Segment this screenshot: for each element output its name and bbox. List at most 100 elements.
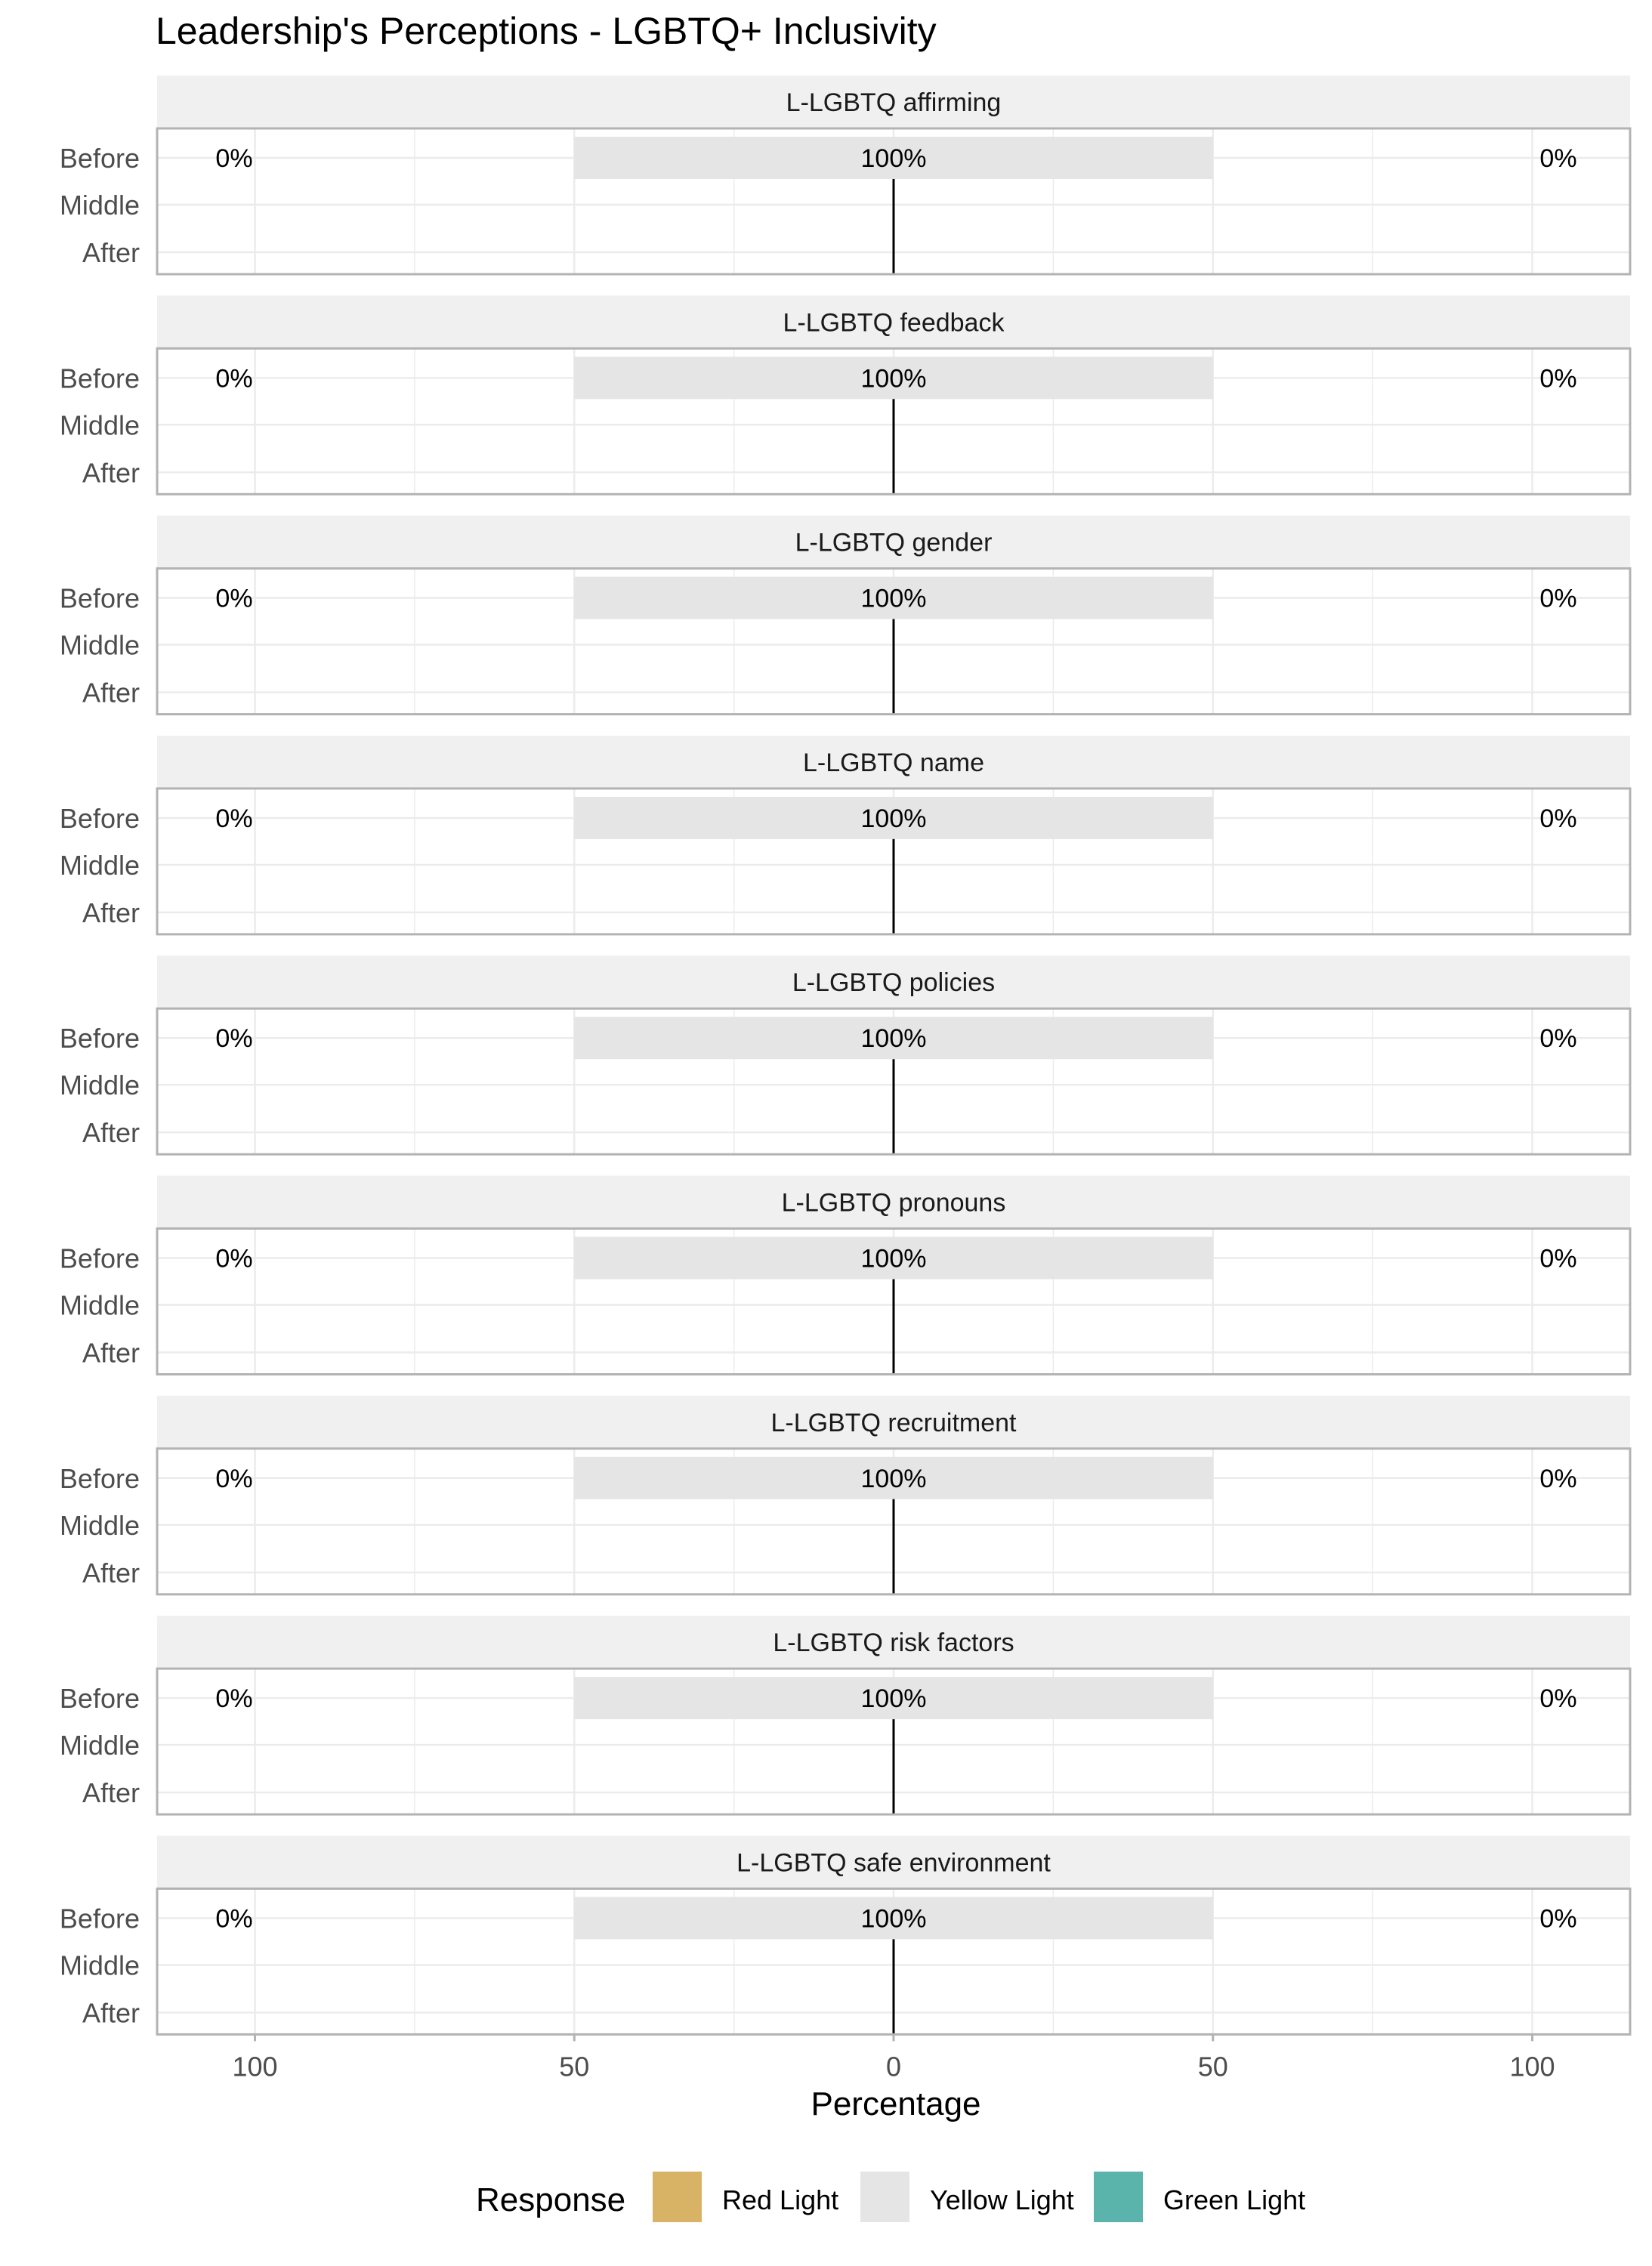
data-label-left: 0% xyxy=(215,144,252,173)
bar-yellow-light xyxy=(574,1897,1213,1940)
facet-panels: L-LGBTQ affirming Before Middle After 0% 100%… xyxy=(60,76,1632,2036)
data-label-right: 0% xyxy=(1539,1024,1576,1053)
row-label: Before xyxy=(60,143,140,174)
data-label-left: 0% xyxy=(215,804,252,833)
facet-title: L-LGBTQ safe environment xyxy=(736,1848,1051,1877)
row-label: After xyxy=(82,237,140,268)
data-label-left: 0% xyxy=(215,1904,252,1933)
legend-title: Response xyxy=(476,2181,625,2218)
facet-panel: L-LGBTQ pronouns Before Middle After 0% 100% 0… xyxy=(60,1175,1632,1375)
data-label-right: 0% xyxy=(1539,1465,1576,1493)
row-label: Before xyxy=(60,583,140,614)
row-label: Middle xyxy=(60,630,140,661)
facet-title: L-LGBTQ policies xyxy=(792,968,995,997)
row-label: Middle xyxy=(60,190,140,221)
panel-border xyxy=(156,1227,1632,1375)
facet-title: L-LGBTQ pronouns xyxy=(782,1189,1006,1218)
facet-panel: L-LGBTQ feedback Before Middle After 0% 100% 0… xyxy=(60,295,1632,495)
facet-strip xyxy=(157,1175,1630,1229)
data-label-left: 0% xyxy=(215,1465,252,1493)
row-label: Middle xyxy=(60,1510,140,1541)
x-tick-label: 50 xyxy=(1198,2051,1228,2082)
facet-strip xyxy=(157,1395,1630,1449)
row-label: After xyxy=(82,1338,140,1369)
row-label: Middle xyxy=(60,1070,140,1101)
bar-yellow-light xyxy=(574,357,1213,400)
data-label-center: 100% xyxy=(861,1684,927,1713)
panel-border xyxy=(156,127,1632,276)
data-label-center: 100% xyxy=(861,1024,927,1053)
row-label: Before xyxy=(60,1243,140,1274)
bar-yellow-light xyxy=(574,1236,1213,1280)
legend-key-yellow-light xyxy=(860,2172,909,2222)
row-label: After xyxy=(82,457,140,488)
facet-title: L-LGBTQ gender xyxy=(795,529,993,557)
x-tick-label: 0 xyxy=(886,2051,901,2082)
bar-yellow-light xyxy=(574,1456,1213,1499)
data-label-right: 0% xyxy=(1539,804,1576,833)
facet-strip xyxy=(157,1616,1630,1669)
data-label-center: 100% xyxy=(861,144,927,173)
facet-panel: L-LGBTQ risk factors Before Middle After 0% 1… xyxy=(60,1616,1632,1816)
facet-panel: L-LGBTQ gender Before Middle After 0% 100% 0% xyxy=(60,515,1632,716)
row-label: Before xyxy=(60,1683,140,1714)
data-label-left: 0% xyxy=(215,585,252,613)
facet-panel: L-LGBTQ policies Before Middle After 0% 100% 0… xyxy=(60,955,1632,1156)
data-label-right: 0% xyxy=(1539,1904,1576,1933)
facet-strip xyxy=(157,515,1630,569)
data-label-right: 0% xyxy=(1539,144,1576,173)
row-label: Middle xyxy=(60,1290,140,1321)
facet-panel: L-LGBTQ recruitment Before Middle After 0% 10… xyxy=(60,1395,1632,1596)
legend-label: Red Light xyxy=(722,2184,838,2215)
data-label-right: 0% xyxy=(1539,1684,1576,1713)
legend-label: Yellow Light xyxy=(930,2184,1074,2215)
row-label: After xyxy=(82,1557,140,1588)
row-label: Before xyxy=(60,1903,140,1934)
bar-yellow-light xyxy=(574,576,1213,619)
row-label: After xyxy=(82,678,140,709)
row-label: Before xyxy=(60,803,140,834)
row-label: Before xyxy=(60,1463,140,1494)
data-label-center: 100% xyxy=(861,1465,927,1493)
row-label: After xyxy=(82,1997,140,2028)
row-label: Before xyxy=(60,363,140,394)
panel-border xyxy=(156,567,1632,716)
legend-key-red-light xyxy=(653,2172,702,2222)
row-label: Middle xyxy=(60,850,140,881)
facet-panel: L-LGBTQ safe environment Before Middle Afte… xyxy=(60,1835,1632,2036)
facet-title: L-LGBTQ name xyxy=(803,749,984,777)
facet-strip xyxy=(157,1835,1630,1889)
data-label-center: 100% xyxy=(861,1245,927,1273)
legend: Response Red Light Yellow Light Green Light xyxy=(476,2172,1305,2222)
data-label-right: 0% xyxy=(1539,585,1576,613)
data-label-left: 0% xyxy=(215,1024,252,1053)
row-label: After xyxy=(82,1777,140,1808)
facet-strip xyxy=(157,295,1630,349)
data-label-left: 0% xyxy=(215,1245,252,1273)
x-axis: 100 50 0 50 100 xyxy=(232,2034,1555,2082)
data-label-left: 0% xyxy=(215,364,252,393)
panel-border xyxy=(156,1007,1632,1156)
facet-panel: L-LGBTQ name Before Middle After 0% 100% 0% xyxy=(60,735,1632,936)
facet-strip xyxy=(157,735,1630,789)
panel-border xyxy=(156,1667,1632,1816)
x-tick-label: 100 xyxy=(1509,2051,1555,2082)
bar-yellow-light xyxy=(574,796,1213,839)
facet-title: L-LGBTQ risk factors xyxy=(773,1628,1014,1657)
legend-key-green-light xyxy=(1094,2172,1143,2222)
data-label-right: 0% xyxy=(1539,364,1576,393)
data-label-left: 0% xyxy=(215,1684,252,1713)
bar-yellow-light xyxy=(574,137,1213,179)
row-label: After xyxy=(82,897,140,928)
panel-border xyxy=(156,787,1632,936)
row-label: Before xyxy=(60,1023,140,1054)
panel-border xyxy=(156,347,1632,495)
chart-title: Leadership's Perceptions - LGBTQ+ Inclus… xyxy=(156,10,937,52)
x-tick-label: 100 xyxy=(232,2051,277,2082)
facet-strip xyxy=(157,76,1630,128)
panel-border xyxy=(156,1447,1632,1596)
row-label: After xyxy=(82,1117,140,1148)
facet-title: L-LGBTQ recruitment xyxy=(771,1409,1017,1437)
facet-panel: L-LGBTQ affirming Before Middle After 0% 100%… xyxy=(60,76,1632,276)
